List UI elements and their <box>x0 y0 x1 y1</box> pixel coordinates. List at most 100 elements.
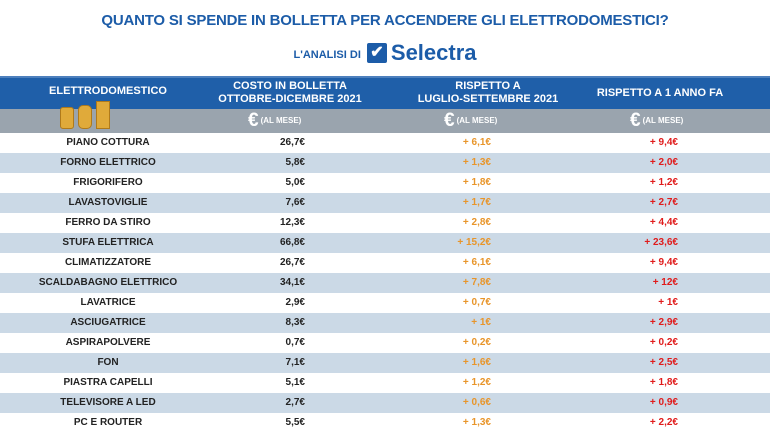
quarter-change: + 1,6€ <box>462 357 491 368</box>
quarter-change: + 6,1€ <box>462 137 491 148</box>
col-header-3: RISPETTO A 1 ANNO FA <box>596 87 724 99</box>
cost-value: 8,3€ <box>285 317 305 328</box>
table-row: STUFA ELETTRICA 66,8€ + 15,2€ + 23,6€ <box>0 233 770 253</box>
appliance-name: FERRO DA STIRO <box>65 217 151 228</box>
table-row: FORNO ELETTRICO 5,8€ + 1,3€ + 2,0€ <box>0 153 770 173</box>
washer-icon <box>78 105 92 129</box>
year-change: + 9,4€ <box>649 257 678 268</box>
col-header-2-line2: LUGLIO-SETTEMBRE 2021 <box>417 93 559 105</box>
table-row: FON 7,1€ + 1,6€ + 2,5€ <box>0 353 770 373</box>
year-change: + 2,7€ <box>649 197 678 208</box>
unit-label: (AL MESE) <box>456 116 498 125</box>
cost-value: 0,7€ <box>285 337 305 348</box>
quarter-change: + 2,8€ <box>462 217 491 228</box>
year-change: + 9,4€ <box>649 137 678 148</box>
appliance-name: TELEVISORE A LED <box>60 397 156 408</box>
table-row: LAVASTOVIGLIE 7,6€ + 1,7€ + 2,7€ <box>0 193 770 213</box>
quarter-change: + 6,1€ <box>462 257 491 268</box>
col-header-1-line1: COSTO IN BOLLETTA <box>233 80 347 92</box>
year-change: + 2,0€ <box>649 157 678 168</box>
unit-cost: € (AL MESE) <box>248 111 301 130</box>
unit-label: (AL MESE) <box>260 116 302 125</box>
year-change: + 1,2€ <box>649 177 678 188</box>
col-header-2: RISPETTO A LUGLIO-SETTEMBRE 2021 <box>403 80 573 106</box>
cost-value: 12,3€ <box>279 217 305 228</box>
unit-year: € (AL MESE) <box>630 111 683 130</box>
appliance-name: LAVATRICE <box>80 297 136 308</box>
subtitle: L'ANALISI DI ✔ Selectra <box>0 40 770 66</box>
euro-icon: € <box>248 110 259 131</box>
cost-value: 26,7€ <box>279 137 305 148</box>
euro-icon: € <box>630 110 641 131</box>
appliance-icons <box>60 101 110 129</box>
quarter-change: + 1€ <box>471 317 491 328</box>
col-header-1: COSTO IN BOLLETTA OTTOBRE-DICEMBRE 2021 <box>205 80 375 106</box>
col-header-2-line1: RISPETTO A <box>455 80 521 92</box>
appliance-name: CLIMATIZZATORE <box>64 257 152 268</box>
quarter-change: + 7,8€ <box>462 277 491 288</box>
cost-value: 7,6€ <box>285 197 305 208</box>
unit-quarter: € (AL MESE) <box>444 111 497 130</box>
quarter-change: + 0,6€ <box>462 397 491 408</box>
year-change: + 23,6€ <box>644 237 678 248</box>
quarter-change: + 1,7€ <box>462 197 491 208</box>
check-icon: ✔ <box>366 43 387 63</box>
stove-icon <box>60 107 74 129</box>
appliance-name: PIANO COTTURA <box>66 137 150 148</box>
year-change: + 12€ <box>652 277 678 288</box>
table-row: ASPIRAPOLVERE 0,7€ + 0,2€ + 0,2€ <box>0 333 770 353</box>
selectra-logo: ✔ Selectra <box>366 40 477 66</box>
cost-value: 34,1€ <box>279 277 305 288</box>
cost-value: 2,7€ <box>285 397 305 408</box>
appliance-name: ASPIRAPOLVERE <box>65 337 151 348</box>
table-row: FRIGORIFERO 5,0€ + 1,8€ + 1,2€ <box>0 173 770 193</box>
appliance-name: FRIGORIFERO <box>73 177 143 188</box>
fridge-icon <box>96 101 110 129</box>
appliance-name: LAVASTOVIGLIE <box>68 197 148 208</box>
table-row: PIASTRA CAPELLI 5,1€ + 1,2€ + 1,8€ <box>0 373 770 393</box>
year-change: + 2,9€ <box>649 317 678 328</box>
appliance-name: PC E ROUTER <box>73 417 143 428</box>
col-header-1-line2: OTTOBRE-DICEMBRE 2021 <box>218 93 362 105</box>
quarter-change: + 1,3€ <box>462 417 491 428</box>
table-row: FERRO DA STIRO 12,3€ + 2,8€ + 4,4€ <box>0 213 770 233</box>
year-change: + 0,9€ <box>649 397 678 408</box>
year-change: + 2,2€ <box>649 417 678 428</box>
quarter-change: + 1,3€ <box>462 157 491 168</box>
table-row: PIANO COTTURA 26,7€ + 6,1€ + 9,4€ <box>0 133 770 153</box>
quarter-change: + 15,2€ <box>457 237 491 248</box>
unit-header: € (AL MESE) € (AL MESE) € (AL MESE) <box>0 101 770 133</box>
euro-icon: € <box>444 110 455 131</box>
cost-value: 7,1€ <box>285 357 305 368</box>
table-row: TELEVISORE A LED 2,7€ + 0,6€ + 0,9€ <box>0 393 770 413</box>
table-row: CLIMATIZZATORE 26,7€ + 6,1€ + 9,4€ <box>0 253 770 273</box>
unit-label: (AL MESE) <box>642 116 684 125</box>
quarter-change: + 0,2€ <box>462 337 491 348</box>
col-header-0: ELETTRODOMESTICO <box>49 85 167 97</box>
subtitle-label: L'ANALISI DI <box>293 49 361 61</box>
table-row: PC E ROUTER 5,5€ + 1,3€ + 2,2€ <box>0 413 770 433</box>
year-change: + 4,4€ <box>649 217 678 228</box>
brand-name: Selectra <box>390 40 477 65</box>
page-title: QUANTO SI SPENDE IN BOLLETTA PER ACCENDE… <box>101 12 669 29</box>
table-row: LAVATRICE 2,9€ + 0,7€ + 1€ <box>0 293 770 313</box>
appliance-name: FORNO ELETTRICO <box>60 157 156 168</box>
quarter-change: + 1,8€ <box>462 177 491 188</box>
cost-value: 5,1€ <box>285 377 305 388</box>
year-change: + 2,5€ <box>649 357 678 368</box>
cost-value: 5,8€ <box>285 157 305 168</box>
cost-value: 26,7€ <box>279 257 305 268</box>
year-change: + 0,2€ <box>649 337 678 348</box>
table-row: ASCIUGATRICE 8,3€ + 1€ + 2,9€ <box>0 313 770 333</box>
appliance-name: SCALDABAGNO ELETTRICO <box>38 277 178 288</box>
quarter-change: + 1,2€ <box>462 377 491 388</box>
table-row: SCALDABAGNO ELETTRICO 34,1€ + 7,8€ + 12€ <box>0 273 770 293</box>
appliance-name: FON <box>97 357 119 368</box>
cost-value: 5,0€ <box>285 177 305 188</box>
year-change: + 1€ <box>658 297 678 308</box>
quarter-change: + 0,7€ <box>462 297 491 308</box>
cost-value: 2,9€ <box>285 297 305 308</box>
appliance-name: ASCIUGATRICE <box>70 317 146 328</box>
cost-value: 5,5€ <box>285 417 305 428</box>
cost-value: 66,8€ <box>279 237 305 248</box>
